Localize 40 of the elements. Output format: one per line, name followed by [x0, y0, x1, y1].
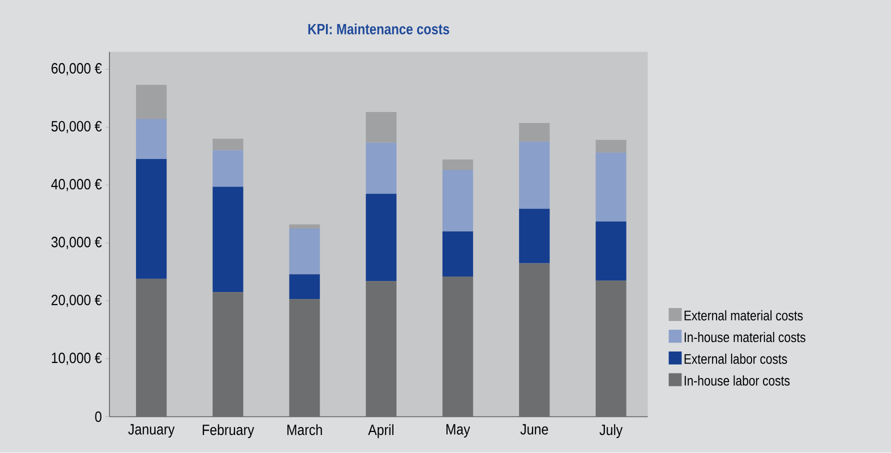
bar — [289, 224, 320, 229]
y-tick-label: 10,000 € — [52, 352, 102, 366]
legend-label: In-house material costs — [684, 332, 806, 342]
x-tick-label: March — [287, 424, 322, 436]
bar — [212, 150, 244, 187]
y-tick-label: 0 — [95, 412, 102, 422]
bar — [442, 232, 474, 277]
bar — [136, 85, 167, 120]
bar — [442, 170, 474, 232]
bar — [212, 138, 244, 150]
bar — [519, 208, 550, 264]
x-tick-label: June — [520, 424, 548, 435]
y-tick-label: 60,000 € — [52, 63, 102, 76]
legend-label: External material costs — [684, 310, 803, 321]
legend-label: In-house labor costs — [684, 376, 790, 386]
x-tick-label: January — [128, 424, 175, 438]
legend-label: External labor costs — [684, 354, 787, 364]
y-tick-label: 20,000 € — [52, 294, 102, 308]
bar — [136, 119, 167, 160]
bar — [519, 123, 550, 142]
x-tick-label: April — [368, 424, 394, 438]
bar — [366, 142, 396, 194]
x-tick-label: May — [446, 424, 470, 438]
bar — [596, 222, 626, 281]
bar — [442, 160, 474, 170]
bar — [289, 228, 320, 274]
bar — [289, 274, 320, 300]
chart-title: KPI: Maintenance costs — [308, 24, 450, 35]
bar — [212, 186, 244, 292]
y-tick-label: 50,000 € — [51, 121, 102, 134]
bar — [136, 159, 167, 280]
y-tick-label: 30,000 € — [51, 236, 102, 250]
y-tick-label: 40,000 € — [51, 179, 102, 192]
x-tick-label: July — [600, 424, 623, 438]
bar — [519, 142, 550, 209]
bar — [596, 140, 626, 153]
x-tick-label: February — [202, 424, 254, 438]
bar — [596, 152, 626, 222]
bar — [366, 194, 396, 282]
bar — [366, 112, 396, 143]
